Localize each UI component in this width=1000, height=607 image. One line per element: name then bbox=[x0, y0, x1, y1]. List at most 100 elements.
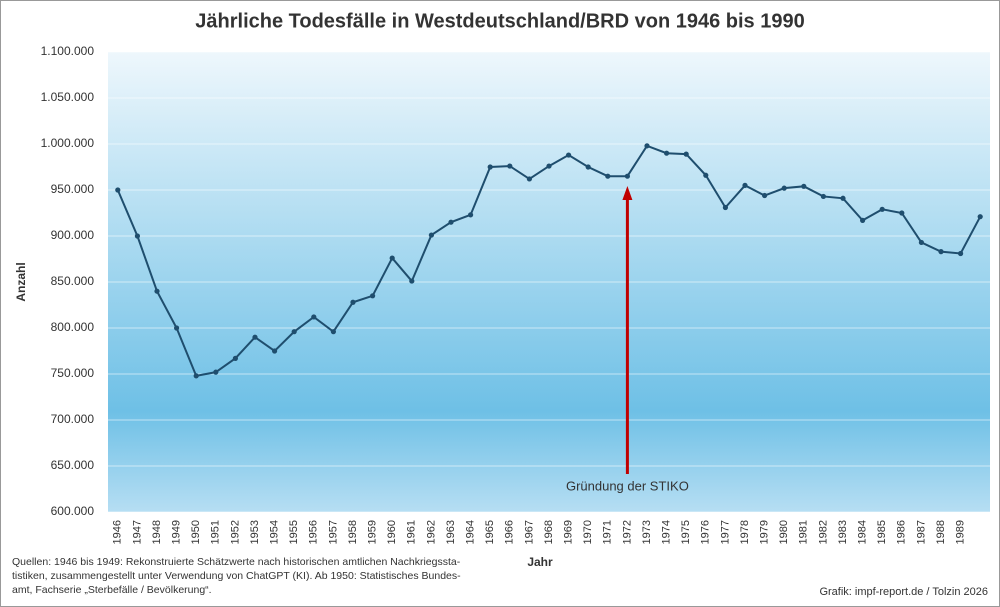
data-point bbox=[703, 172, 709, 178]
x-tick-label: 1974 bbox=[661, 520, 673, 544]
data-point bbox=[350, 299, 356, 305]
data-point bbox=[409, 278, 415, 284]
y-tick-label: 600.000 bbox=[51, 504, 95, 518]
data-point bbox=[879, 206, 885, 212]
data-point bbox=[389, 255, 395, 261]
data-point bbox=[428, 232, 434, 238]
x-tick-label: 1976 bbox=[700, 520, 712, 544]
x-tick-label: 1970 bbox=[582, 520, 594, 544]
data-point bbox=[115, 187, 121, 193]
x-tick-label: 1952 bbox=[229, 520, 241, 544]
data-point bbox=[977, 214, 983, 220]
data-point bbox=[291, 329, 297, 335]
x-tick-label: 1953 bbox=[249, 520, 261, 544]
x-tick-label: 1964 bbox=[465, 520, 477, 544]
x-tick-label: 1973 bbox=[641, 520, 653, 544]
x-tick-label: 1967 bbox=[523, 520, 535, 544]
data-point bbox=[860, 217, 866, 223]
data-point bbox=[899, 210, 905, 216]
source-note: amt, Fachserie „Sterbefälle / Bevölkerun… bbox=[12, 584, 212, 596]
x-tick-label: 1985 bbox=[876, 520, 888, 544]
data-point bbox=[781, 185, 787, 191]
y-tick-label: 1.100.000 bbox=[41, 44, 95, 58]
data-point bbox=[468, 212, 474, 218]
y-tick-label: 1.000.000 bbox=[41, 136, 95, 150]
data-point bbox=[664, 150, 670, 156]
data-point bbox=[507, 163, 513, 169]
x-tick-label: 1989 bbox=[955, 520, 967, 544]
y-tick-label: 650.000 bbox=[51, 458, 95, 472]
x-tick-label: 1968 bbox=[543, 520, 555, 544]
x-tick-label: 1980 bbox=[778, 520, 790, 544]
y-tick-label: 700.000 bbox=[51, 412, 95, 426]
annotation-arrowhead bbox=[622, 186, 633, 200]
x-tick-label: 1966 bbox=[504, 520, 516, 544]
data-point bbox=[252, 334, 258, 340]
x-tick-label: 1972 bbox=[621, 520, 633, 544]
x-tick-label: 1979 bbox=[759, 520, 771, 544]
x-tick-label: 1956 bbox=[308, 520, 320, 544]
x-tick-label: 1958 bbox=[347, 520, 359, 544]
data-point bbox=[958, 250, 964, 257]
x-tick-label: 1987 bbox=[915, 520, 927, 544]
data-point bbox=[193, 373, 199, 379]
data-point bbox=[174, 325, 180, 331]
x-tick-label: 1978 bbox=[739, 520, 751, 544]
data-point bbox=[644, 143, 650, 149]
x-axis-label: Jahr bbox=[527, 555, 553, 569]
data-point bbox=[566, 152, 572, 158]
data-point bbox=[213, 369, 219, 375]
x-tick-label: 1959 bbox=[367, 520, 379, 544]
x-tick-label: 1975 bbox=[680, 520, 692, 544]
y-tick-label: 950.000 bbox=[51, 182, 95, 196]
y-tick-label: 750.000 bbox=[51, 366, 95, 380]
data-point bbox=[820, 193, 827, 200]
data-point bbox=[938, 249, 944, 255]
data-point bbox=[232, 355, 238, 361]
y-tick-label: 800.000 bbox=[51, 320, 95, 334]
data-point bbox=[330, 329, 336, 335]
annotation: Gründung der STIKO bbox=[566, 478, 689, 493]
x-tick-label: 1977 bbox=[719, 520, 731, 544]
x-tick-label: 1963 bbox=[445, 520, 457, 544]
data-point bbox=[487, 164, 493, 170]
x-tick-label: 1960 bbox=[386, 520, 398, 544]
data-point bbox=[526, 176, 533, 182]
x-tick-label: 1949 bbox=[171, 520, 183, 544]
x-tick-label: 1946 bbox=[112, 520, 124, 544]
x-tick-label: 1955 bbox=[288, 520, 300, 544]
data-point bbox=[585, 164, 591, 170]
x-tick-label: 1947 bbox=[131, 520, 143, 544]
data-point bbox=[918, 239, 925, 246]
data-point bbox=[840, 195, 846, 201]
data-point bbox=[624, 173, 631, 179]
x-tick-label: 1948 bbox=[151, 520, 163, 544]
data-point bbox=[154, 288, 160, 294]
x-tick-label: 1950 bbox=[190, 520, 202, 544]
x-tick-label: 1954 bbox=[269, 520, 281, 544]
x-tick-label: 1981 bbox=[798, 520, 810, 544]
x-tick-label: 1984 bbox=[857, 520, 869, 544]
x-tick-label: 1982 bbox=[817, 520, 829, 544]
y-tick-label: 900.000 bbox=[51, 228, 95, 242]
data-point bbox=[605, 173, 611, 179]
data-point bbox=[762, 192, 768, 199]
data-point bbox=[134, 233, 140, 239]
chart-title: Jährliche Todesfälle in Westdeutschland/… bbox=[195, 10, 804, 32]
data-point bbox=[742, 182, 748, 188]
x-tick-label: 1988 bbox=[935, 520, 947, 544]
data-point bbox=[311, 314, 317, 320]
x-tick-label: 1951 bbox=[210, 520, 222, 544]
y-tick-label: 850.000 bbox=[51, 274, 95, 288]
x-tick-label: 1961 bbox=[406, 520, 418, 544]
x-tick-label: 1957 bbox=[327, 520, 339, 544]
x-tick-label: 1983 bbox=[837, 520, 849, 544]
y-tick-label: 1.050.000 bbox=[41, 90, 95, 104]
x-tick-label: 1971 bbox=[602, 520, 614, 544]
data-point bbox=[801, 183, 807, 189]
data-point bbox=[546, 163, 552, 169]
data-point bbox=[448, 219, 454, 225]
data-point bbox=[683, 151, 689, 157]
data-point bbox=[722, 204, 729, 211]
